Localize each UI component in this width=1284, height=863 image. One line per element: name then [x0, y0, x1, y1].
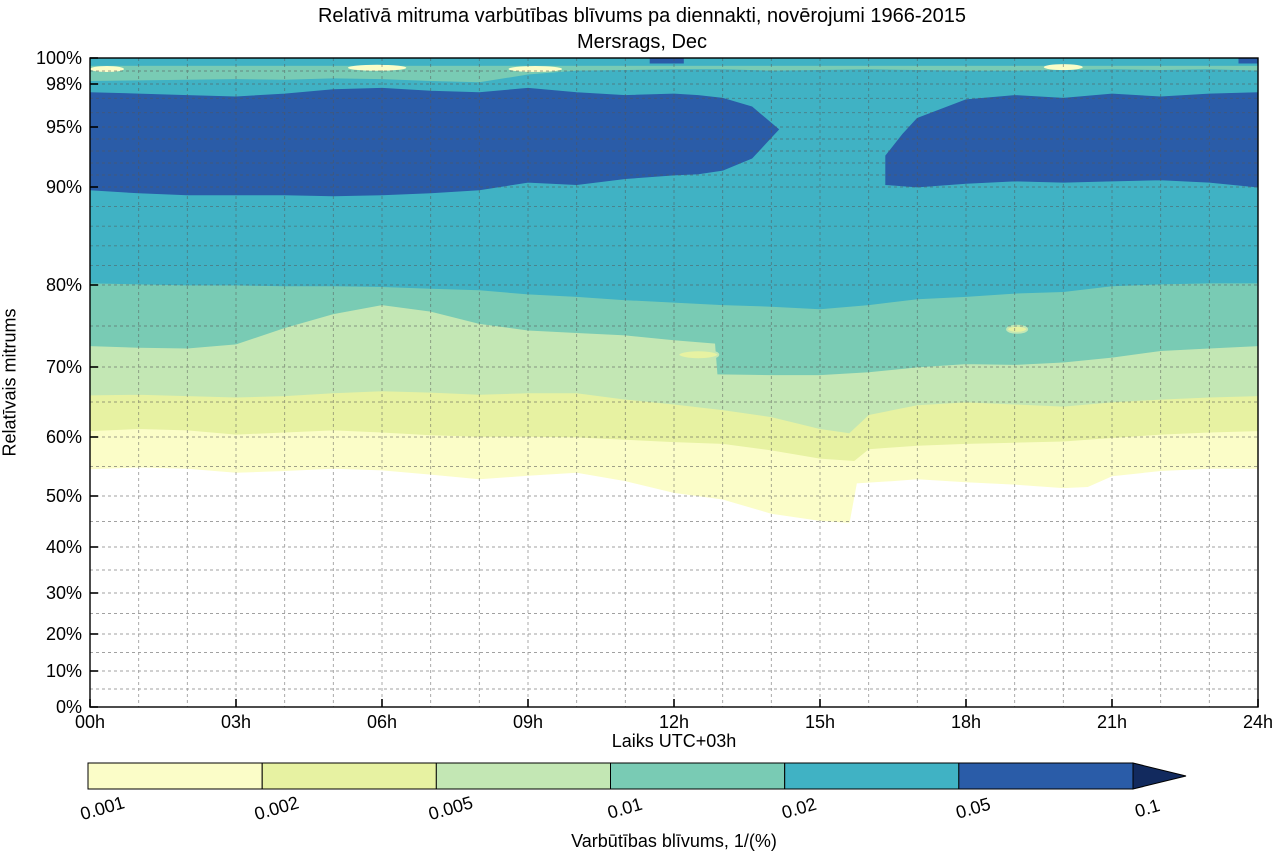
- y-tick-label: 90%: [46, 177, 82, 197]
- colorbar: 0.001 0.002 0.005 0.01 0.02 0.05 0.1: [78, 762, 1187, 824]
- y-tick-label: 10%: [46, 661, 82, 681]
- y-tick-label: 100%: [36, 48, 82, 68]
- x-tick-label: 21h: [1097, 712, 1127, 732]
- colorbar-arrow: [1132, 762, 1187, 790]
- chart-subtitle: Mersrags, Dec: [576, 31, 708, 53]
- y-axis-label: Relatīvais mitrums: [0, 308, 20, 457]
- y-tick-label: 95%: [46, 117, 82, 137]
- top-blue-sliver: [649, 58, 684, 64]
- x-tick-label: 24h: [1243, 712, 1273, 732]
- colorbar-tick-label: 0.001: [78, 792, 127, 824]
- x-tick-label: 12h: [659, 712, 689, 732]
- x-tick-label: 06h: [367, 712, 397, 732]
- y-tick-label: 60%: [46, 427, 82, 447]
- x-axis-label: Laiks UTC+03h: [611, 731, 737, 751]
- x-tick-label: 00h: [75, 712, 105, 732]
- x-tick-label: 09h: [513, 712, 543, 732]
- colorbar-tick-label: 0.01: [605, 794, 644, 823]
- y-tick-label: 98%: [46, 74, 82, 94]
- trough-pale-sliver: [90, 66, 124, 72]
- y-tick-label: 50%: [46, 486, 82, 506]
- x-tick-label: 03h: [221, 712, 251, 732]
- contour-bands: [89, 57, 1259, 523]
- colorbar-segment: [435, 762, 611, 790]
- y-tick-label: 0%: [56, 697, 82, 717]
- x-tick-label: 18h: [951, 712, 981, 732]
- colorbar-tick-label: 0.05: [954, 794, 993, 823]
- low-density-island: [677, 349, 720, 361]
- y-tick-label: 40%: [46, 537, 82, 557]
- colorbar-segment: [784, 762, 960, 790]
- colorbar-segment: [610, 762, 786, 790]
- trough-pale-sliver: [347, 64, 407, 71]
- colorbar-tick-label: 0.002: [252, 792, 301, 824]
- colorbar-segment: [958, 762, 1134, 790]
- y-tick-label: 20%: [46, 624, 82, 644]
- low-density-island: [1006, 324, 1029, 334]
- band-gt-005-left: [89, 87, 780, 197]
- colorbar-title: Varbūtības blīvums, 1/(%): [571, 831, 777, 851]
- plot-grid: [90, 58, 1258, 707]
- y-tick-label: 30%: [46, 583, 82, 603]
- trough-pale-sliver: [1043, 64, 1083, 71]
- top-blue-sliver: [1238, 58, 1258, 64]
- y-tick-label: 70%: [46, 357, 82, 377]
- colorbar-segment: [87, 762, 263, 790]
- x-tick-label: 15h: [805, 712, 835, 732]
- axes: 0% 10% 20% 30% 40% 50% 60% 70% 80% 90% 95% 98% 100% 0…: [36, 48, 1273, 732]
- trough-pale-sliver: [508, 66, 563, 72]
- colorbar-tick-label: 0.005: [426, 792, 475, 824]
- chart-title: Relatīvā mitruma varbūtības blīvums pa d…: [317, 5, 967, 27]
- y-tick-label: 80%: [46, 275, 82, 295]
- colorbar-tick-label: 0.1: [1133, 795, 1163, 821]
- colorbar-tick-label: 0.02: [779, 794, 818, 823]
- colorbar-segment: [261, 762, 437, 790]
